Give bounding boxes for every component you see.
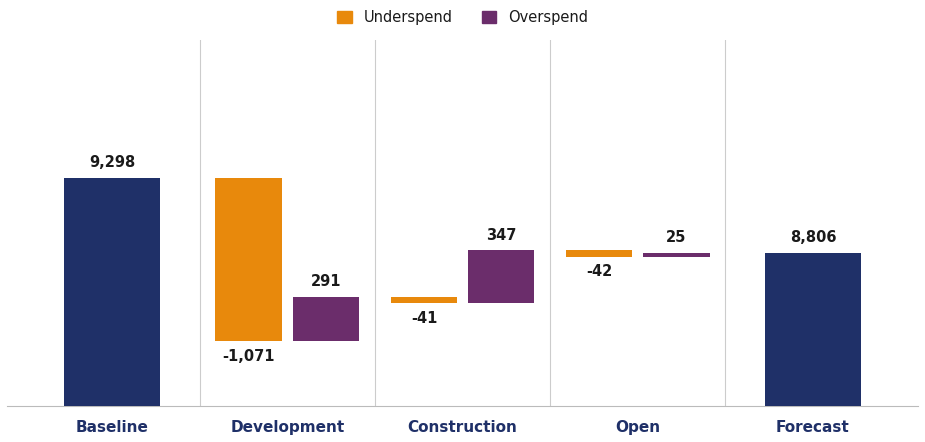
Text: 25: 25: [666, 230, 686, 245]
Bar: [643, 253, 709, 256]
Text: 8,806: 8,806: [790, 230, 836, 245]
Legend: Underspend, Overspend: Underspend, Overspend: [331, 4, 594, 30]
Text: -41: -41: [411, 311, 438, 326]
Text: 9,298: 9,298: [89, 155, 135, 170]
Bar: [64, 178, 160, 406]
Text: 347: 347: [486, 228, 516, 243]
Bar: [566, 250, 633, 256]
Bar: [765, 253, 861, 406]
Text: -42: -42: [586, 264, 612, 279]
Bar: [468, 250, 535, 303]
Bar: [292, 297, 359, 341]
Text: 291: 291: [311, 274, 341, 289]
Bar: [216, 178, 282, 341]
Text: -1,071: -1,071: [223, 349, 275, 364]
Bar: [390, 297, 457, 303]
